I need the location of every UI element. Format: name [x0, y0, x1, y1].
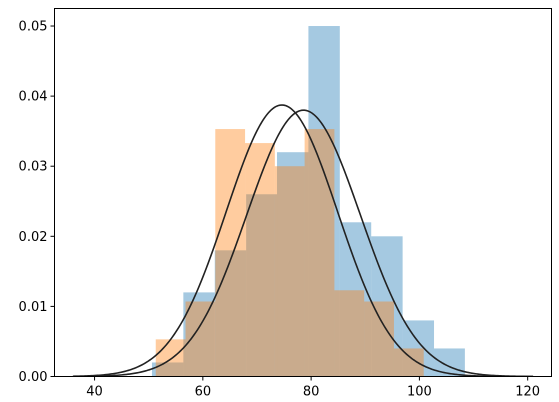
- axes-frame: [54, 8, 552, 377]
- histogram-bar: [277, 152, 309, 377]
- y-tick-label: 0.04: [19, 90, 48, 105]
- histogram-bar: [214, 250, 247, 377]
- x-tick-label: 60: [195, 385, 212, 400]
- histogram-bar: [245, 143, 275, 377]
- x-tick-label: 40: [86, 385, 103, 400]
- x-axis: 40 60 80 100 120: [86, 376, 540, 400]
- y-tick-label: 0.05: [19, 20, 48, 35]
- histogram-bar: [155, 339, 186, 377]
- histogram-bar: [183, 292, 215, 377]
- y-tick-label: 0.00: [19, 370, 48, 385]
- histogram-series-2: [155, 129, 424, 377]
- plot-area: [72, 26, 534, 377]
- histogram-bar: [274, 166, 305, 377]
- y-tick-label: 0.01: [19, 300, 48, 315]
- y-axis: 0.00 0.01 0.02 0.03 0.04 0.05: [19, 20, 55, 385]
- y-tick-label: 0.02: [19, 230, 48, 245]
- histogram-bar: [339, 222, 372, 377]
- histogram-bar: [434, 348, 465, 377]
- normal-fit-curve-2: [72, 104, 534, 377]
- histogram-bar: [402, 320, 435, 377]
- x-tick-label: 120: [515, 385, 540, 400]
- y-tick-label: 0.03: [19, 160, 48, 175]
- histogram-bar: [246, 194, 278, 377]
- x-tick-label: 80: [303, 385, 320, 400]
- histogram-bar: [393, 348, 424, 377]
- x-tick-label: 100: [407, 385, 432, 400]
- normal-fit-curve-1: [72, 109, 534, 377]
- histogram-bar: [304, 129, 335, 377]
- histogram-bar: [364, 301, 394, 377]
- histogram-bar: [215, 129, 246, 377]
- histogram-bar: [334, 290, 365, 377]
